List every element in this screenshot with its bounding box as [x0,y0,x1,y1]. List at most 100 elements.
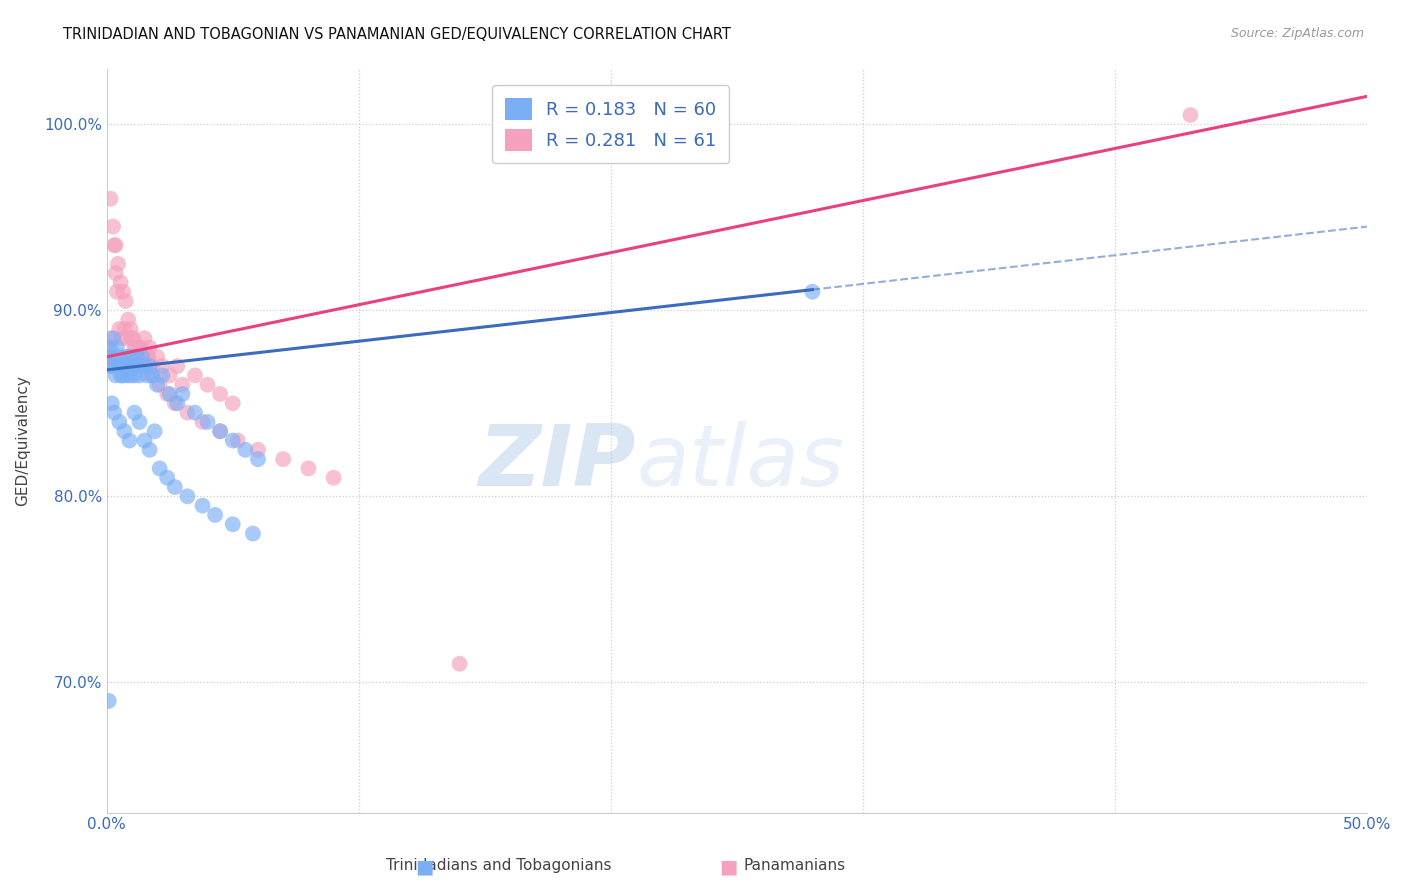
Point [134,434,156,448]
Point [112,368,135,383]
Point [118,359,141,373]
Point [117,312,139,326]
Point [118,350,141,364]
Point [117,350,139,364]
Point [122,331,145,345]
Point [112,424,135,438]
Point [125,341,148,355]
Point [103,406,125,420]
Point [112,322,135,336]
Point [176,406,198,420]
Point [115,331,138,345]
Point [159,368,181,383]
Point [97,341,120,355]
Point [131,350,153,364]
Point [801,285,824,299]
Point [105,285,128,299]
Point [110,276,132,290]
Point [100,341,122,355]
Point [146,350,169,364]
Point [246,442,269,457]
Text: TRINIDADIAN AND TOBAGONIAN VS PANAMANIAN GED/EQUIVALENCY CORRELATION CHART: TRINIDADIAN AND TOBAGONIAN VS PANAMANIAN… [63,27,731,42]
Point [110,368,132,383]
Point [131,350,153,364]
Point [246,452,269,467]
Point [98,350,121,364]
Point [449,657,471,671]
Point [115,368,138,383]
Point [103,359,125,373]
Point [191,499,214,513]
Text: Panamanians: Panamanians [744,858,845,872]
Point [184,406,207,420]
Point [112,350,135,364]
Point [114,359,136,373]
Point [108,322,131,336]
Point [146,377,169,392]
Point [132,350,155,364]
Point [108,359,131,373]
Point [101,359,124,373]
Point [103,238,125,252]
Point [111,359,134,373]
Point [135,359,157,373]
Point [112,285,135,299]
Text: Trinidadians and Tobagonians: Trinidadians and Tobagonians [387,858,612,872]
Point [143,424,166,438]
Point [122,359,145,373]
Point [100,192,122,206]
Point [124,406,146,420]
Point [235,442,257,457]
Point [134,331,156,345]
Point [121,350,143,364]
Point [209,424,232,438]
Point [118,434,141,448]
Point [242,526,264,541]
Point [142,368,165,383]
Point [97,359,120,373]
Point [120,368,142,383]
Point [138,341,160,355]
Point [156,471,179,485]
Point [197,415,219,429]
Point [297,461,319,475]
Point [101,350,124,364]
Point [136,350,159,364]
Text: atlas: atlas [636,421,844,504]
Point [172,377,194,392]
Point [125,359,148,373]
Point [101,331,124,345]
Point [129,341,152,355]
Legend: R = 0.183   N = 60, R = 0.281   N = 61: R = 0.183 N = 60, R = 0.281 N = 61 [492,85,730,163]
Point [226,434,249,448]
Point [111,331,134,345]
Point [271,452,294,467]
Point [136,368,159,383]
Point [149,461,172,475]
Point [222,434,245,448]
Point [156,387,179,401]
Point [107,257,129,271]
Point [125,350,148,364]
Point [172,387,194,401]
Text: Source: ZipAtlas.com: Source: ZipAtlas.com [1230,27,1364,40]
Point [149,377,172,392]
Point [125,350,148,364]
Point [104,238,127,252]
Point [322,471,344,485]
Point [101,219,124,234]
Point [197,377,219,392]
Point [127,350,149,364]
Point [100,331,122,345]
Text: ■: ■ [718,857,738,877]
Point [121,331,143,345]
Point [204,508,226,522]
Point [163,480,186,494]
Point [97,694,120,708]
Point [138,359,160,373]
Point [107,350,129,364]
Point [222,396,245,410]
Point [108,415,131,429]
Y-axis label: GED/Equivalency: GED/Equivalency [15,376,30,506]
Point [166,359,188,373]
